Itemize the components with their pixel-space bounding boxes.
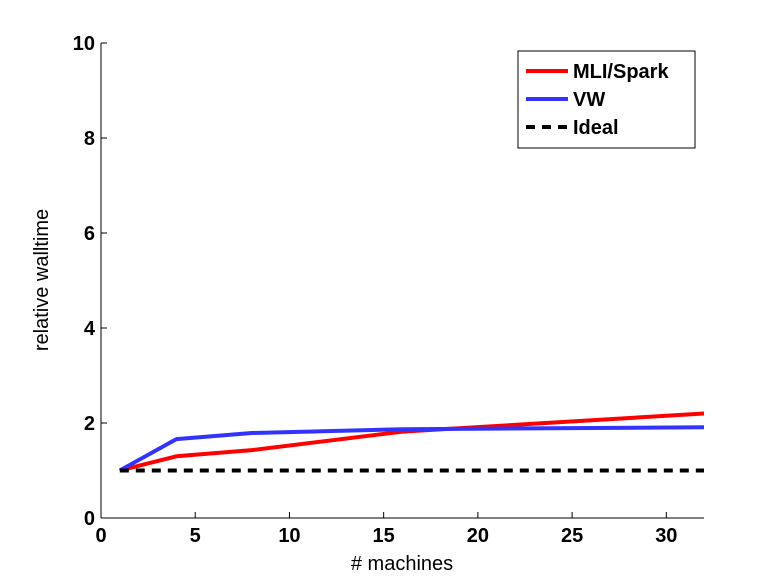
legend-label: VW bbox=[573, 89, 605, 111]
x-tick-label: 15 bbox=[373, 525, 395, 547]
y-tick-label: 10 bbox=[73, 33, 95, 55]
legend-label: Ideal bbox=[573, 117, 619, 139]
ticks-layer: 0 5 10 15 20 25 30 0 2 4 6 8 10 bbox=[73, 33, 678, 547]
y-tick-label: 6 bbox=[84, 223, 95, 245]
series-line-mli-spark bbox=[119, 411, 705, 473]
x-tick-label: 25 bbox=[561, 525, 583, 547]
y-axis-label: relative walltime bbox=[31, 209, 53, 351]
legend: MLI/Spark VW Ideal bbox=[517, 50, 696, 149]
legend-label: MLI/Spark bbox=[573, 61, 669, 83]
x-tick-label: 20 bbox=[467, 525, 489, 547]
y-tick-label: 4 bbox=[84, 318, 96, 340]
x-tick-label: 10 bbox=[278, 525, 300, 547]
x-tick-label: 30 bbox=[655, 525, 677, 547]
series-layer bbox=[118, 411, 705, 473]
y-tick-label: 2 bbox=[84, 413, 95, 435]
legend-box bbox=[517, 50, 696, 149]
x-tick-label: 0 bbox=[95, 525, 106, 547]
x-tick-label: 5 bbox=[190, 525, 201, 547]
y-tick-label: 0 bbox=[84, 508, 95, 530]
y-tick-label: 8 bbox=[84, 128, 95, 150]
series-line-vw bbox=[118, 425, 705, 473]
x-axis-label: # machines bbox=[351, 553, 453, 575]
axes-layer bbox=[100, 43, 704, 519]
